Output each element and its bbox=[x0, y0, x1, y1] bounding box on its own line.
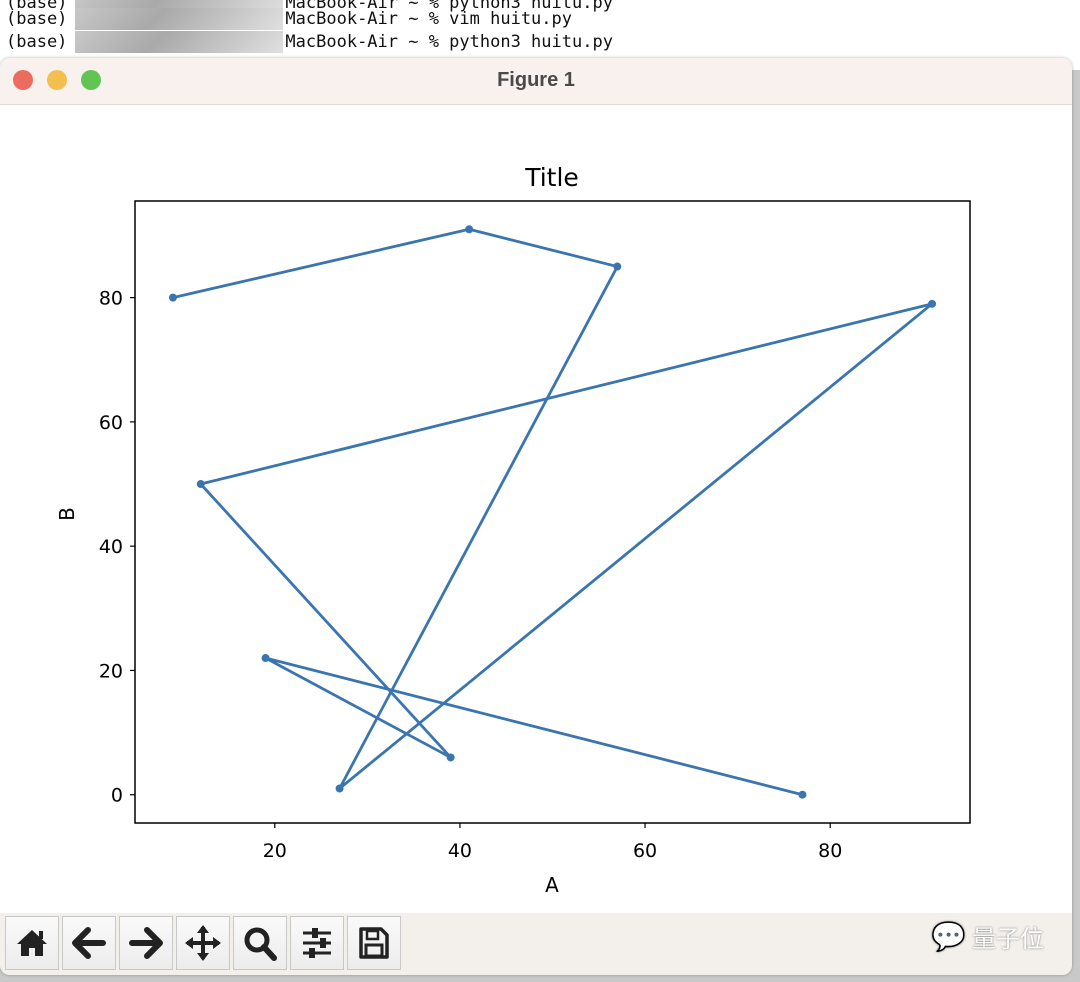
x-tick-label: 20 bbox=[263, 840, 287, 862]
minimize-button[interactable] bbox=[47, 70, 67, 90]
series-line bbox=[172, 227, 934, 797]
x-tick-label: 40 bbox=[448, 840, 472, 862]
y-tick-label: 0 bbox=[111, 785, 123, 807]
blurred-username bbox=[75, 31, 284, 53]
y-tick-label: 60 bbox=[99, 412, 123, 434]
zoom-button[interactable] bbox=[81, 70, 101, 90]
save-button[interactable] bbox=[347, 916, 401, 970]
window-title: Figure 1 bbox=[497, 69, 575, 91]
data-point bbox=[798, 790, 807, 799]
toolbar: 💬 量子位 bbox=[0, 913, 1072, 975]
pan-button[interactable] bbox=[176, 916, 230, 970]
data-point bbox=[613, 262, 622, 271]
y-tick-label: 20 bbox=[99, 660, 123, 682]
data-point bbox=[465, 225, 474, 234]
data-point bbox=[168, 293, 177, 302]
blurred-username bbox=[75, 8, 284, 30]
close-button[interactable] bbox=[13, 70, 33, 90]
chart-title: Title bbox=[524, 163, 579, 192]
magnifier-icon bbox=[244, 927, 277, 961]
axes-frame bbox=[134, 200, 971, 824]
chart: Title A B 20 40 60 80 0 20 40 60 80 bbox=[55, 163, 971, 897]
title-bar: Figure 1 bbox=[0, 58, 1072, 105]
figure-window: Figure 1 Title A B 20 40 60 80 0 20 40 60 80 bbox=[0, 58, 1072, 975]
home-button[interactable] bbox=[5, 916, 59, 970]
data-point bbox=[446, 753, 455, 762]
y-tick-label: 80 bbox=[99, 288, 123, 310]
x-axis-label: A bbox=[545, 873, 559, 897]
watermark: 💬 量子位 bbox=[931, 920, 1044, 953]
home-icon bbox=[17, 930, 47, 956]
arrow-left-icon bbox=[72, 927, 106, 959]
y-axis-label: B bbox=[55, 507, 79, 521]
wechat-icon: 💬 bbox=[931, 920, 966, 953]
data-point bbox=[196, 480, 205, 489]
x-tick-label: 60 bbox=[633, 840, 657, 862]
terminal-line: (base) MacBook-Air ~ % vim huitu.py bbox=[6, 8, 572, 30]
configure-subplots-button[interactable] bbox=[290, 916, 344, 970]
zoom-tool-button[interactable] bbox=[233, 916, 287, 970]
x-tick-label: 80 bbox=[818, 840, 842, 862]
data-point bbox=[261, 654, 270, 663]
data-point bbox=[335, 784, 344, 793]
move-icon bbox=[185, 925, 221, 961]
y-tick-label: 40 bbox=[99, 536, 123, 558]
arrow-right-icon bbox=[129, 927, 163, 959]
terminal-line: (base) MacBook-Air ~ % python3 huitu.py bbox=[6, 31, 613, 53]
floppy-disk-icon bbox=[359, 927, 389, 959]
terminal: (base) MacBook-Air ~ % python3 huitu.py (… bbox=[0, 0, 1080, 70]
forward-button[interactable] bbox=[119, 916, 173, 970]
data-point bbox=[928, 299, 937, 308]
sliders-icon bbox=[303, 928, 331, 958]
back-button[interactable] bbox=[62, 916, 116, 970]
